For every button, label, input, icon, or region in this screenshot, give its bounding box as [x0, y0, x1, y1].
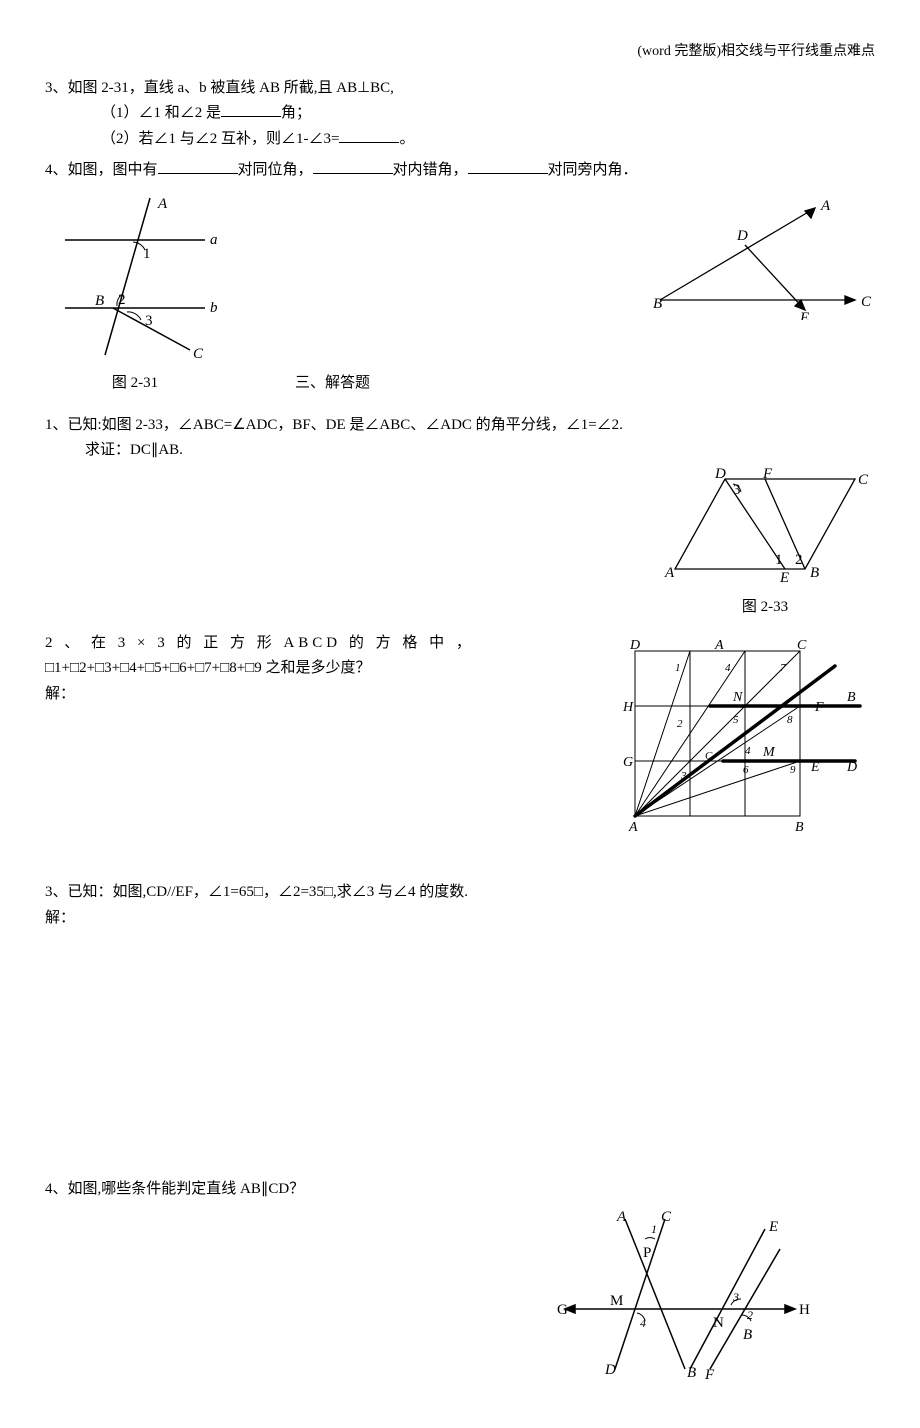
q4-a: 4、如图，图中有	[45, 162, 158, 178]
svg-text:2: 2	[795, 552, 803, 568]
figure-2-33: A B C D E F 1 2 3 图 2-33	[655, 464, 875, 621]
svg-text:C: C	[858, 472, 869, 488]
svg-text:3: 3	[680, 770, 687, 782]
problem-1: 1、已知:如图 2-33，∠ABC=∠ADC，BF、DE 是∠ABC、∠ADC …	[45, 413, 875, 464]
p4-text: 4、如图,哪些条件能判定直线 AB∥CD？	[45, 1177, 875, 1203]
svg-text:8: 8	[787, 714, 793, 726]
blank	[313, 158, 393, 174]
svg-text:C: C	[705, 750, 713, 762]
svg-text:3: 3	[145, 313, 153, 329]
svg-text:b: b	[210, 300, 218, 316]
svg-text:2: 2	[677, 718, 683, 730]
svg-text:B: B	[653, 296, 662, 312]
svg-text:a: a	[210, 232, 218, 248]
svg-text:4: 4	[725, 662, 731, 674]
p2-line1: 2 、 在 3 × 3 的 正 方 形 ABCD 的 方 格 中 ，	[45, 631, 595, 657]
blank	[339, 127, 399, 143]
svg-text:N: N	[732, 690, 743, 705]
svg-text:E: E	[768, 1219, 778, 1235]
figure-triangle: A B C D E	[645, 190, 875, 330]
svg-text:B: B	[847, 690, 856, 705]
question-3: 3、如图 2-31，直线 a、b 被直线 AB 所截,且 AB⊥BC, （1）∠…	[45, 76, 875, 153]
svg-text:5: 5	[733, 714, 739, 726]
svg-text:C: C	[861, 294, 872, 310]
section-3-title: 三、解答题	[295, 371, 370, 397]
svg-text:M: M	[610, 1293, 623, 1309]
svg-text:D: D	[846, 760, 857, 775]
svg-text:N: N	[713, 1315, 724, 1331]
q3-stem: 3、如图 2-31，直线 a、b 被直线 AB 所截,且 AB⊥BC,	[45, 76, 875, 102]
svg-text:1: 1	[651, 1222, 657, 1236]
figure-crossing-lines: A C E G H D B F B P M N 1 2 3 4	[555, 1209, 815, 1389]
svg-text:9: 9	[790, 764, 796, 776]
svg-text:F: F	[762, 466, 773, 482]
svg-text:C: C	[661, 1209, 672, 1225]
q3-sub1-a: （1）∠1 和∠2 是	[101, 105, 221, 121]
svg-text:F: F	[814, 700, 824, 715]
svg-text:M: M	[762, 745, 776, 760]
blank	[468, 158, 548, 174]
q3-sub1-b: 角；	[281, 105, 311, 121]
svg-text:A: A	[157, 196, 168, 212]
figure-grid-3x3: D A C B H F G E D A B N M 1 2 3 4 5 6	[615, 631, 875, 851]
svg-text:E: E	[779, 570, 789, 584]
svg-text:6: 6	[743, 764, 749, 776]
svg-text:E: E	[799, 310, 809, 320]
svg-text:D: D	[736, 228, 748, 244]
svg-text:A: A	[714, 638, 724, 653]
p3-line1: 3、已知：如图,CD//EF，∠1=65□，∠2=35□,求∠3 与∠4 的度数…	[45, 880, 875, 906]
svg-text:A: A	[628, 820, 638, 835]
svg-text:H: H	[799, 1302, 810, 1318]
svg-text:F: F	[704, 1367, 715, 1379]
svg-text:G: G	[623, 755, 633, 770]
svg-text:G: G	[557, 1302, 568, 1318]
svg-text:A: A	[616, 1209, 627, 1225]
q3-sub2: （2）若∠1 与∠2 互补，则∠1-∠3= 。	[45, 127, 875, 153]
p1-line1: 1、已知:如图 2-33，∠ABC=∠ADC，BF、DE 是∠ABC、∠ADC …	[45, 413, 875, 439]
question-4: 4、如图，图中有 对同位角， 对内错角， 对同旁内角．	[45, 158, 875, 184]
svg-text:C: C	[193, 346, 204, 360]
p1-line2: 求证：DC∥AB.	[45, 438, 875, 464]
q3-sub2-b: 。	[399, 131, 414, 147]
svg-text:D: D	[604, 1362, 616, 1378]
q3-sub2-a: （2）若∠1 与∠2 互补，则∠1-∠3=	[101, 131, 339, 147]
problem-2: 2 、 在 3 × 3 的 正 方 形 ABCD 的 方 格 中 ， □1+□2…	[45, 631, 595, 708]
svg-text:D: D	[629, 638, 640, 653]
q4-d: 对同旁内角．	[548, 162, 638, 178]
blank	[221, 101, 281, 117]
p2-line2: □1+□2+□3+□4+□5+□6+□7+□8+□9 之和是多少度？	[45, 656, 595, 682]
figure-2-31-caption: 图 2-31	[45, 371, 225, 397]
q3-sub1: （1）∠1 和∠2 是 角；	[45, 101, 875, 127]
p2-line3: 解：	[45, 682, 595, 708]
page-header: (word 完整版)相交线与平行线重点难点	[45, 40, 875, 64]
svg-text:4: 4	[640, 1316, 646, 1330]
q4-b: 对同位角，	[238, 162, 313, 178]
svg-text:B: B	[95, 293, 104, 309]
svg-text:B: B	[795, 820, 804, 835]
svg-text:A: A	[820, 198, 831, 214]
svg-text:D: D	[714, 466, 726, 482]
figure-2-31: A a B b C 1 2 3 图 2-31	[45, 190, 225, 397]
problem-4: 4、如图,哪些条件能判定直线 AB∥CD？	[45, 1177, 875, 1203]
svg-text:C: C	[797, 638, 807, 653]
svg-text:B: B	[687, 1365, 696, 1379]
svg-text:4: 4	[745, 745, 751, 757]
svg-text:B: B	[743, 1327, 752, 1343]
p3-line2: 解：	[45, 906, 875, 932]
svg-text:E: E	[810, 760, 820, 775]
svg-text:1: 1	[675, 662, 681, 674]
svg-text:B: B	[810, 565, 819, 581]
blank	[158, 158, 238, 174]
figure-2-33-caption: 图 2-33	[655, 595, 875, 621]
q4-c: 对内错角，	[393, 162, 468, 178]
svg-text:1: 1	[775, 552, 783, 568]
svg-text:H: H	[622, 700, 634, 715]
problem-3: 3、已知：如图,CD//EF，∠1=65□，∠2=35□,求∠3 与∠4 的度数…	[45, 880, 875, 931]
svg-text:P: P	[643, 1245, 651, 1261]
svg-text:7: 7	[780, 662, 786, 674]
svg-text:A: A	[664, 565, 675, 581]
